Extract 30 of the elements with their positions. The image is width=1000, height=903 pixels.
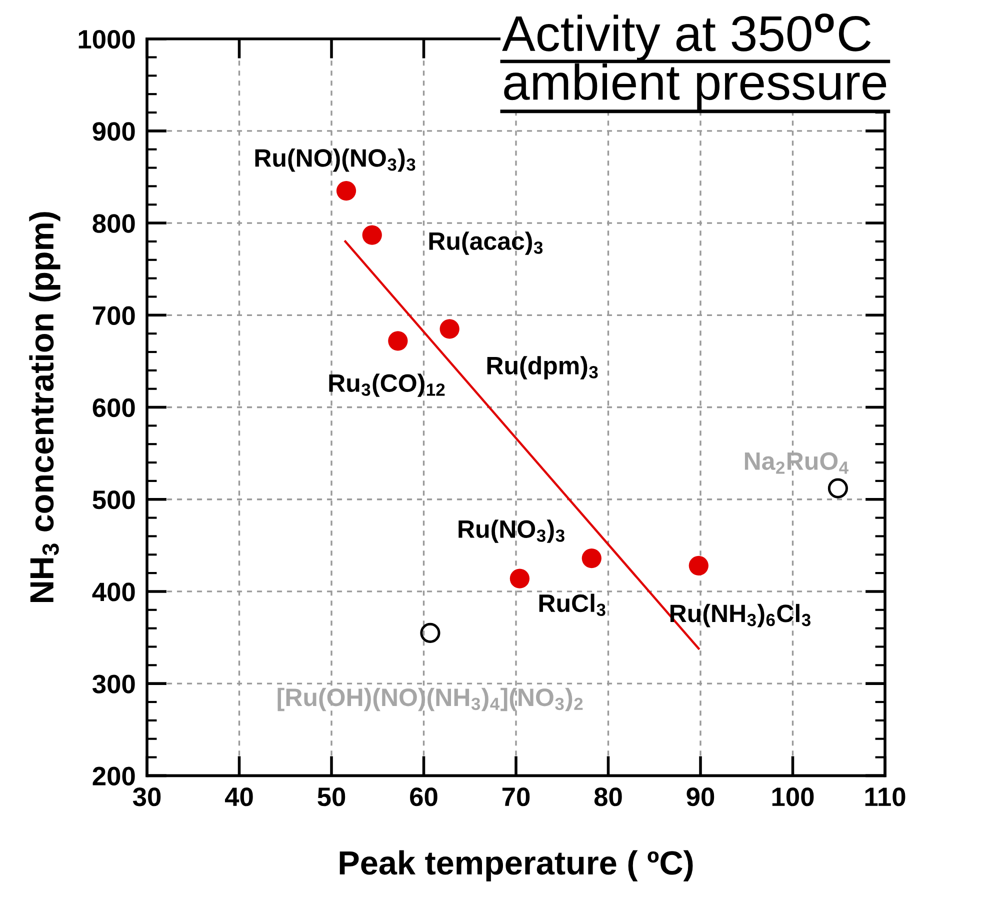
annotation: Ru(dpm)$_{3}$ — [487, 356, 598, 380]
annotation: Ru$_{3}$(CO)$_{12}$ — [329, 374, 445, 397]
x-tick-label: 110 — [865, 787, 906, 806]
y-tick-label: 200 — [92, 766, 135, 786]
y-tick-label: 400 — [92, 582, 135, 602]
y-tick-label: 500 — [92, 490, 135, 510]
x-tick-label: 80 — [594, 787, 622, 806]
y-tick-label: 800 — [92, 214, 135, 233]
x-tick-label: 40 — [224, 787, 253, 806]
annotation: Ru(NO)(NO$_{3}$)$_{3}$ — [255, 148, 416, 172]
x-tick-label: 90 — [686, 787, 714, 806]
x-tick-label: 50 — [318, 787, 346, 806]
chart-title: Activity at 350$^{o}$C ambient pressure — [502, 14, 886, 110]
annotation: Ru(acac)$_{3}$ — [429, 232, 543, 255]
y-tick-label: 600 — [92, 398, 135, 418]
x-tick-label: 100 — [772, 787, 814, 806]
annotation: Na$_{2}$RuO$_{4}$ — [744, 452, 849, 474]
annotation: Ru(NH$_{3}$)$_{6}$Cl$_{3}$ — [670, 604, 810, 628]
annotation: [Ru(OH)(NO)(NH$_{3}$)$_{4}$](NO$_{3}$)$_{2}$ — [278, 688, 583, 712]
y-axis-title: NH$_{3}$ concentration (ppm) — [29, 212, 60, 602]
x-tick-label: 60 — [410, 787, 438, 806]
y-tick-label: 700 — [93, 306, 135, 325]
x-tick-label: 30 — [132, 787, 161, 806]
annotation: RuCl$_{3}$ — [539, 594, 606, 616]
y-tick-label: 1000 — [78, 30, 135, 49]
y-tick-label: 300 — [92, 674, 135, 694]
y-tick-label: 900 — [92, 122, 135, 141]
annotation: Ru(NO$_{3}$)$_{3}$ — [458, 520, 564, 543]
x-axis-title: Peak temperature ( ºC) — [340, 850, 693, 882]
x-tick-label: 70 — [502, 787, 530, 806]
